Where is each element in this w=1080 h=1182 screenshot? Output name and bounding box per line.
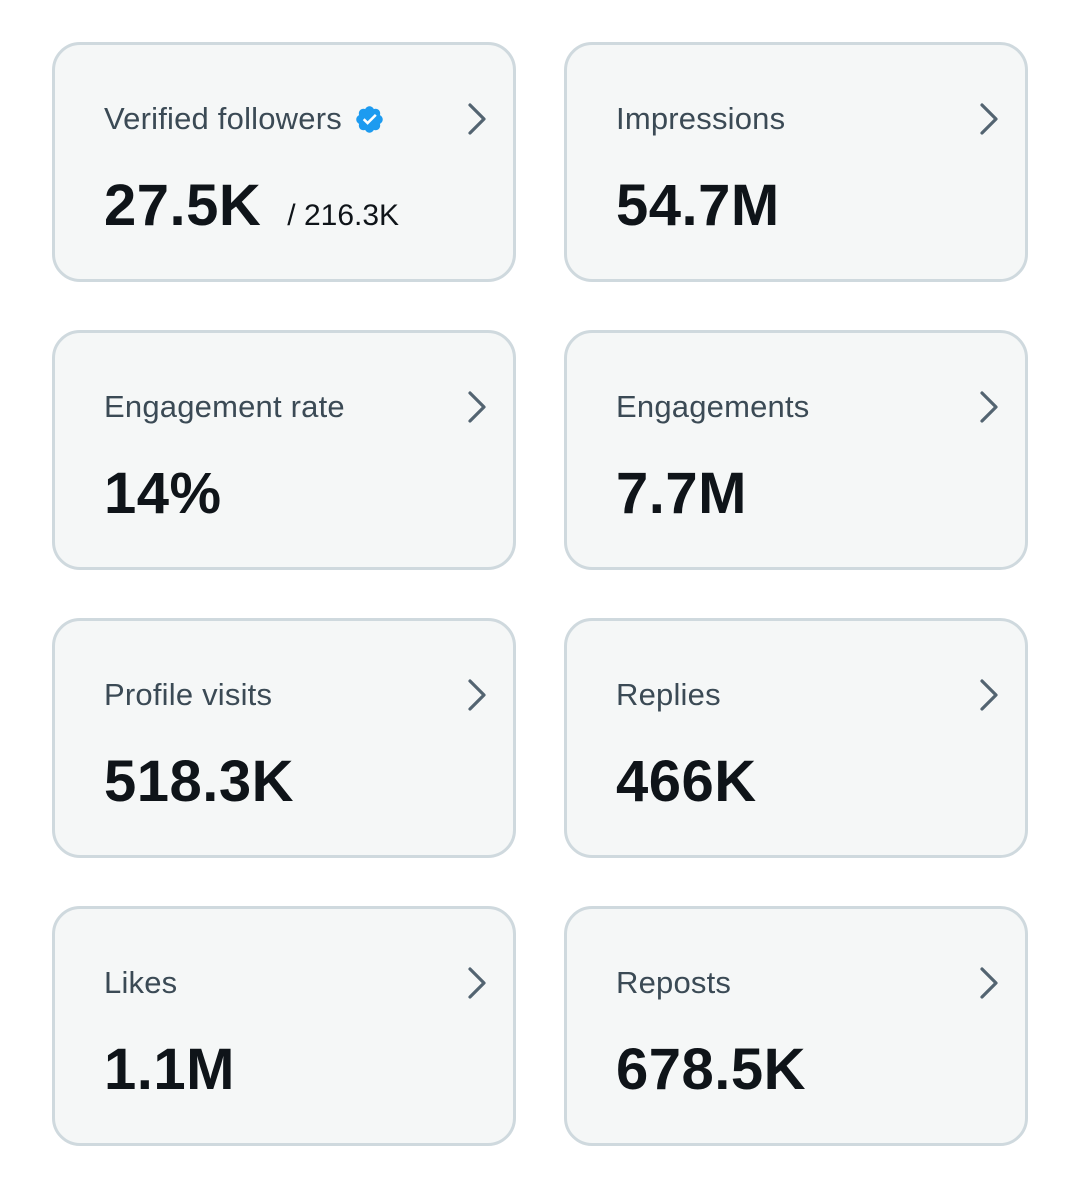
metric-label: Replies xyxy=(616,677,721,712)
chevron-right-icon xyxy=(463,101,491,137)
value-row: 27.5K / 216.3K xyxy=(104,177,399,235)
metric-card-reposts[interactable]: Reposts 678.5K xyxy=(564,906,1028,1146)
chevron-right-icon xyxy=(463,677,491,713)
metric-card-profile-visits[interactable]: Profile visits 518.3K xyxy=(52,618,516,858)
value-row: 7.7M xyxy=(616,465,747,523)
card-header: Replies xyxy=(616,673,721,717)
metric-total: / 216.3K xyxy=(287,199,400,232)
metric-label: Impressions xyxy=(616,101,786,136)
metric-card-impressions[interactable]: Impressions 54.7M xyxy=(564,42,1028,282)
metric-label: Verified followers xyxy=(104,101,342,136)
value-row: 466K xyxy=(616,753,757,811)
chevron-right-icon xyxy=(463,389,491,425)
card-header: Engagements xyxy=(616,385,810,429)
chevron-right-icon xyxy=(975,677,1003,713)
card-header: Likes xyxy=(104,961,177,1005)
card-header: Engagement rate xyxy=(104,385,345,429)
chevron-right-icon xyxy=(975,101,1003,137)
metric-card-engagements[interactable]: Engagements 7.7M xyxy=(564,330,1028,570)
metric-label: Engagements xyxy=(616,389,810,424)
value-row: 518.3K xyxy=(104,753,294,811)
metric-value: 466K xyxy=(616,749,757,814)
chevron-right-icon xyxy=(975,965,1003,1001)
metric-value: 54.7M xyxy=(616,173,780,238)
metric-card-replies[interactable]: Replies 466K xyxy=(564,618,1028,858)
metric-label: Likes xyxy=(104,965,178,1000)
value-row: 54.7M xyxy=(616,177,780,235)
metric-label: Profile visits xyxy=(104,677,273,712)
verified-badge-icon xyxy=(354,104,385,135)
metrics-grid: Verified followers 27.5K / 216.3K Impres… xyxy=(52,42,1028,1146)
metric-value: 27.5K xyxy=(104,173,262,238)
metric-label: Reposts xyxy=(616,965,732,1000)
metric-value: 518.3K xyxy=(104,749,295,814)
card-header: Profile visits xyxy=(104,673,272,717)
metric-value: 14% xyxy=(104,461,222,526)
chevron-right-icon xyxy=(975,389,1003,425)
metric-card-engagement-rate[interactable]: Engagement rate 14% xyxy=(52,330,516,570)
chevron-right-icon xyxy=(463,965,491,1001)
metric-label: Engagement rate xyxy=(104,389,345,424)
value-row: 14% xyxy=(104,465,222,523)
metric-value: 7.7M xyxy=(616,461,747,526)
card-header: Verified followers xyxy=(104,97,385,141)
metric-value: 1.1M xyxy=(104,1037,235,1102)
value-row: 1.1M xyxy=(104,1041,235,1099)
metric-value: 678.5K xyxy=(616,1037,807,1102)
card-header: Reposts xyxy=(616,961,731,1005)
metric-card-likes[interactable]: Likes 1.1M xyxy=(52,906,516,1146)
value-row: 678.5K xyxy=(616,1041,806,1099)
metric-card-verified-followers[interactable]: Verified followers 27.5K / 216.3K xyxy=(52,42,516,282)
card-header: Impressions xyxy=(616,97,785,141)
